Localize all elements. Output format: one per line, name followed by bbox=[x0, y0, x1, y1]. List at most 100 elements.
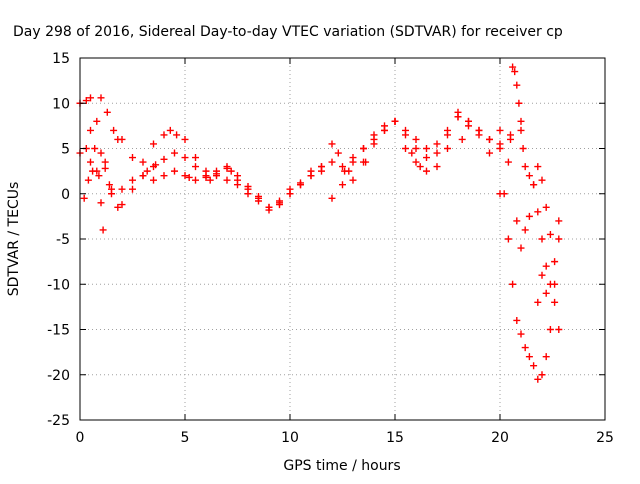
data-point bbox=[542, 262, 550, 270]
data-point bbox=[504, 158, 512, 166]
data-point bbox=[118, 185, 126, 193]
data-point bbox=[370, 140, 378, 148]
data-point bbox=[202, 173, 210, 181]
data-point bbox=[504, 235, 512, 243]
data-point bbox=[334, 149, 342, 157]
data-point bbox=[93, 117, 101, 125]
data-point bbox=[521, 163, 529, 171]
data-point bbox=[160, 155, 168, 163]
data-point bbox=[234, 172, 241, 180]
axis-ticks: 0 5 10 15 20 25 -25 -20 -15 -10 -5 0 5 10 15 bbox=[47, 51, 614, 446]
data-point bbox=[534, 375, 542, 383]
data-point bbox=[286, 190, 294, 198]
data-point bbox=[129, 185, 136, 193]
data-point bbox=[345, 167, 353, 175]
data-point bbox=[370, 131, 378, 139]
data-point bbox=[458, 135, 466, 143]
data-point bbox=[234, 181, 241, 189]
data-point bbox=[110, 126, 118, 134]
data-point bbox=[538, 371, 546, 379]
y-tick-label: -25 bbox=[47, 413, 70, 429]
data-point bbox=[307, 172, 315, 180]
data-point bbox=[525, 212, 533, 220]
data-point bbox=[328, 140, 336, 148]
data-point bbox=[150, 140, 157, 148]
data-point bbox=[181, 172, 189, 180]
data-point bbox=[465, 117, 472, 125]
data-point bbox=[173, 131, 181, 139]
data-point bbox=[391, 117, 399, 125]
data-point bbox=[160, 172, 168, 180]
data-point bbox=[108, 190, 115, 198]
data-point bbox=[408, 149, 416, 157]
data-point bbox=[97, 199, 105, 207]
data-point bbox=[515, 99, 523, 107]
x-tick-label: 0 bbox=[76, 430, 85, 446]
data-point bbox=[525, 172, 533, 180]
data-points bbox=[76, 63, 563, 383]
y-tick-label: 10 bbox=[52, 96, 70, 112]
data-point bbox=[181, 154, 189, 162]
y-tick-label: 15 bbox=[52, 51, 70, 67]
data-point bbox=[511, 68, 519, 76]
data-point bbox=[513, 81, 521, 89]
data-point bbox=[185, 173, 193, 181]
data-point bbox=[534, 298, 542, 306]
data-point bbox=[454, 113, 462, 121]
x-tick-label: 15 bbox=[386, 430, 404, 446]
data-point bbox=[362, 158, 370, 166]
data-point bbox=[517, 244, 525, 252]
data-point bbox=[181, 135, 189, 143]
data-point bbox=[80, 194, 88, 202]
data-point bbox=[150, 176, 157, 184]
data-point bbox=[538, 271, 546, 279]
data-point bbox=[339, 163, 346, 171]
data-point bbox=[542, 289, 550, 297]
data-point bbox=[206, 176, 214, 184]
data-point bbox=[433, 140, 441, 148]
data-point bbox=[433, 149, 441, 157]
data-point bbox=[328, 158, 336, 166]
data-point bbox=[517, 126, 525, 134]
data-point bbox=[328, 194, 336, 202]
data-point bbox=[555, 217, 563, 225]
data-point bbox=[160, 131, 168, 139]
x-tick-label: 10 bbox=[281, 430, 299, 446]
data-point bbox=[519, 145, 527, 152]
plot-frame bbox=[79, 57, 606, 421]
y-tick-label: -15 bbox=[47, 323, 70, 339]
data-point bbox=[97, 94, 105, 102]
data-point bbox=[412, 158, 420, 166]
data-point bbox=[423, 154, 430, 162]
data-point bbox=[551, 298, 559, 306]
data-point bbox=[444, 145, 451, 152]
data-point bbox=[551, 258, 559, 266]
data-point bbox=[509, 63, 517, 71]
data-point bbox=[525, 353, 533, 361]
data-point bbox=[444, 131, 451, 139]
data-point bbox=[223, 176, 231, 184]
data-point bbox=[555, 326, 563, 333]
data-point bbox=[143, 167, 151, 175]
data-series bbox=[513, 163, 563, 266]
data-point bbox=[97, 149, 105, 157]
data-point bbox=[538, 176, 546, 184]
data-point bbox=[416, 163, 424, 171]
data-point bbox=[530, 362, 538, 370]
x-tick-label: 20 bbox=[491, 430, 509, 446]
data-point bbox=[139, 172, 147, 180]
data-point bbox=[192, 176, 199, 184]
data-point bbox=[91, 145, 99, 152]
data-point bbox=[82, 97, 90, 105]
data-point bbox=[171, 167, 178, 175]
data-point bbox=[513, 217, 521, 225]
data-point bbox=[118, 201, 126, 209]
data-point bbox=[412, 135, 420, 143]
y-tick-label: -20 bbox=[47, 368, 70, 384]
data-point bbox=[87, 126, 94, 134]
data-point bbox=[223, 163, 231, 171]
data-point bbox=[475, 126, 483, 134]
data-point bbox=[538, 235, 546, 243]
data-point bbox=[517, 117, 525, 125]
